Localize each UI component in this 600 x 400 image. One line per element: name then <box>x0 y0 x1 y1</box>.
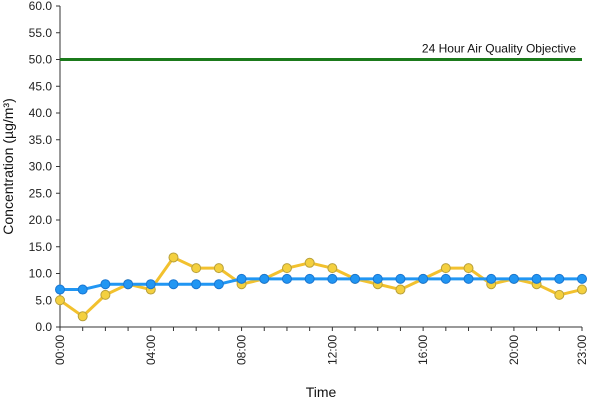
data-point <box>55 295 65 306</box>
data-point <box>531 273 542 284</box>
series <box>55 252 587 322</box>
data-point <box>259 273 270 284</box>
data-point <box>123 279 134 290</box>
series-0 <box>55 252 587 322</box>
y-axis-title: Concentration (µg/m³) <box>0 98 16 234</box>
data-point <box>191 263 202 274</box>
data-point <box>577 284 587 295</box>
x-axis-title: Time <box>306 384 337 400</box>
y-tick-label: 55.0 <box>29 26 53 40</box>
y-tick-label: 10.0 <box>29 267 53 281</box>
data-point <box>372 273 383 284</box>
y-tick-label: 45.0 <box>29 79 53 93</box>
y-tick-label: 40.0 <box>29 106 53 120</box>
x-tick-label: 20:00 <box>507 335 521 365</box>
x-tick-label: 23:00 <box>575 335 589 365</box>
data-point <box>77 284 88 295</box>
data-point <box>350 273 361 284</box>
x-tick-label: 00:00 <box>53 335 67 365</box>
x-tick-label: 04:00 <box>144 335 158 365</box>
data-point <box>418 273 429 284</box>
data-point <box>281 263 292 274</box>
data-point <box>554 289 565 300</box>
x-tick-label: 08:00 <box>235 335 249 365</box>
series-1 <box>55 273 587 295</box>
y-tick-label: 5.0 <box>35 293 52 307</box>
y-tick-label: 20.0 <box>29 213 53 227</box>
data-point <box>463 263 474 274</box>
y-tick-label: 30.0 <box>29 160 53 174</box>
data-point <box>508 273 519 284</box>
data-point <box>77 311 88 322</box>
y-tick-label: 25.0 <box>29 186 53 200</box>
y-ticks: 0.0 5.0 10.0 15.0 20.0 25.0 30.0 35.0 40.0 45.0 50… <box>29 0 60 334</box>
data-point <box>281 273 292 284</box>
x-tick-label: 16:00 <box>416 335 430 365</box>
data-point <box>55 284 65 295</box>
data-point <box>486 273 497 284</box>
y-tick-label: 60.0 <box>29 0 53 13</box>
data-point <box>100 289 111 300</box>
y-tick-label: 35.0 <box>29 133 53 147</box>
x-ticks: 00:00 04:00 08:00 12:00 16:00 20:00 23:00 <box>53 327 589 365</box>
data-point <box>304 257 315 268</box>
y-tick-label: 0.0 <box>35 320 52 334</box>
y-tick-label: 50.0 <box>29 53 53 67</box>
data-point <box>327 273 338 284</box>
data-point <box>440 273 451 284</box>
data-point <box>168 252 179 263</box>
data-point <box>213 279 224 290</box>
data-point <box>440 263 451 274</box>
data-point <box>304 273 315 284</box>
data-point <box>236 273 247 284</box>
data-point <box>327 263 338 274</box>
series-line <box>59 255 583 318</box>
x-tick-label: 12:00 <box>325 335 339 365</box>
data-point <box>577 273 587 284</box>
reference-line-group: 24 Hour Air Quality Objective <box>60 42 582 61</box>
data-point <box>554 273 565 284</box>
data-point <box>145 279 156 290</box>
data-point <box>463 273 474 284</box>
data-point <box>395 273 406 284</box>
data-point <box>100 279 111 290</box>
data-point <box>395 284 406 295</box>
data-point <box>168 279 179 290</box>
data-point <box>213 263 224 274</box>
data-point <box>191 279 202 290</box>
air-quality-objective-label: 24 Hour Air Quality Objective <box>422 42 576 56</box>
y-tick-label: 15.0 <box>29 240 53 254</box>
